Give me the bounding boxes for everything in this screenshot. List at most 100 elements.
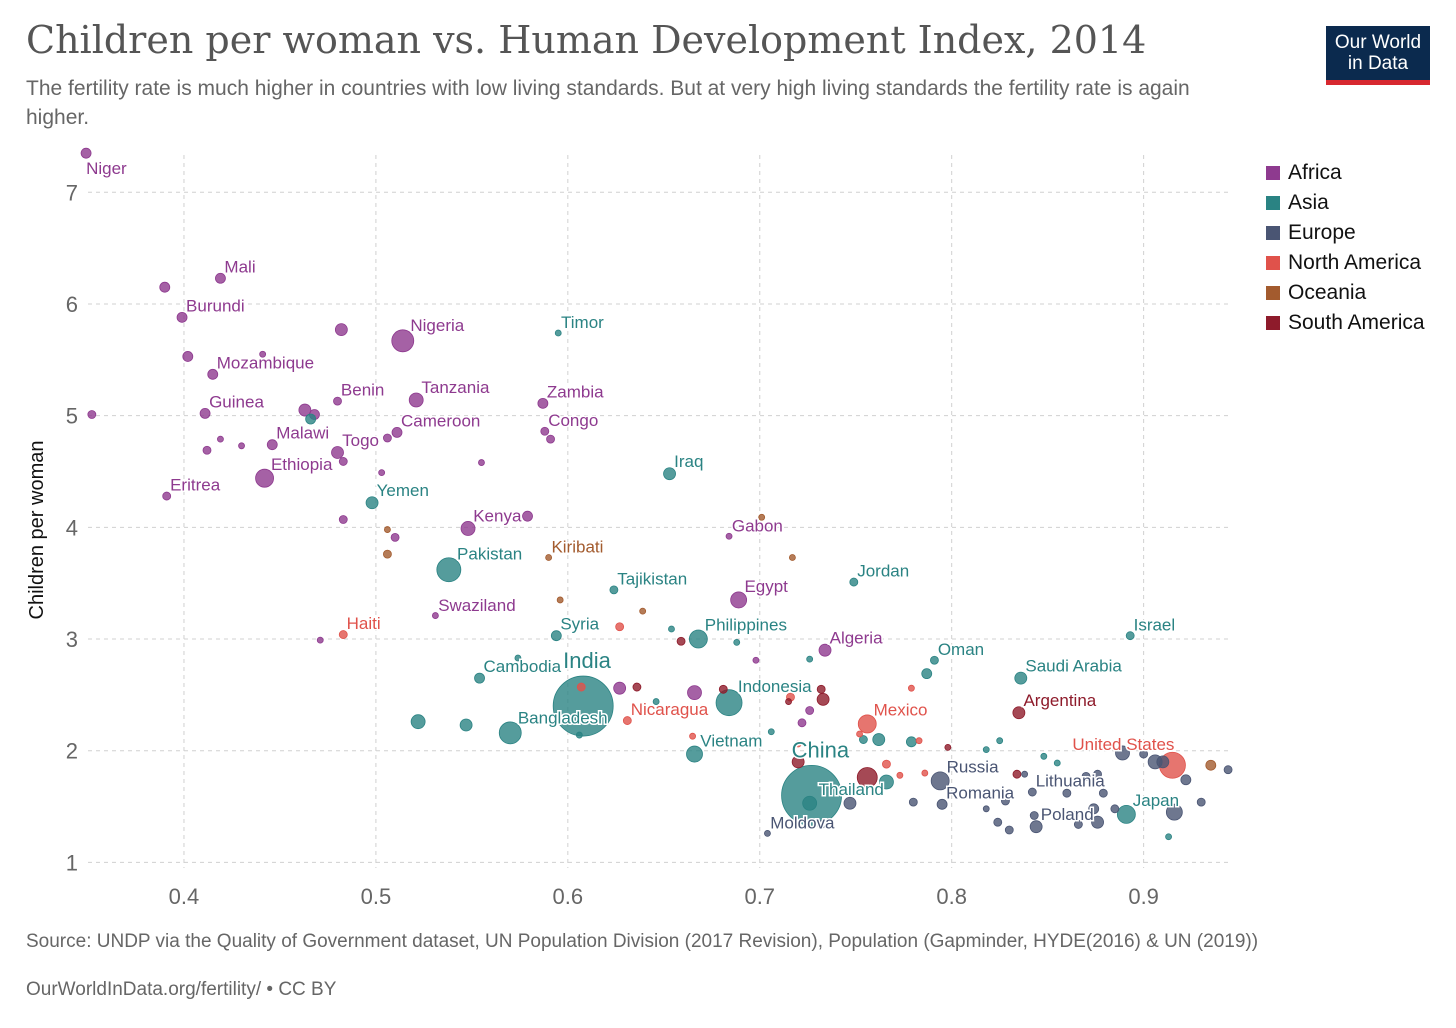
- data-point[interactable]: [546, 434, 555, 444]
- legend-item-south-america[interactable]: South America: [1266, 308, 1425, 338]
- data-point[interactable]: [797, 718, 807, 728]
- data-point-russia[interactable]: [930, 771, 950, 791]
- data-point[interactable]: [1088, 803, 1100, 815]
- data-point-nigeria[interactable]: [391, 329, 415, 353]
- data-point-japan[interactable]: [1116, 804, 1136, 824]
- data-point[interactable]: [316, 636, 324, 644]
- data-point[interactable]: [338, 515, 348, 524]
- data-point[interactable]: [632, 682, 642, 692]
- data-point[interactable]: [982, 805, 990, 813]
- data-point[interactable]: [993, 817, 1003, 827]
- data-point-haiti[interactable]: [338, 630, 348, 639]
- data-point[interactable]: [1053, 759, 1061, 767]
- data-point-nicaragua[interactable]: [622, 716, 632, 725]
- data-point[interactable]: [1073, 820, 1083, 829]
- data-point-jordan[interactable]: [849, 577, 859, 587]
- data-point-syria[interactable]: [550, 630, 562, 642]
- data-point[interactable]: [1070, 811, 1079, 820]
- data-point-iraq[interactable]: [663, 467, 676, 481]
- data-point[interactable]: [305, 413, 317, 425]
- data-point-philippines[interactable]: [688, 629, 708, 649]
- data-point[interactable]: [410, 714, 426, 730]
- data-point[interactable]: [1115, 745, 1130, 761]
- data-point-thailand[interactable]: [802, 795, 818, 811]
- data-point-mozambique[interactable]: [207, 368, 219, 380]
- data-point[interactable]: [575, 731, 583, 739]
- data-point[interactable]: [921, 668, 933, 680]
- data-point[interactable]: [856, 767, 878, 788]
- data-point[interactable]: [908, 797, 918, 807]
- data-point-guinea[interactable]: [199, 408, 211, 419]
- data-point-eritrea[interactable]: [162, 491, 172, 501]
- data-point-indonesia[interactable]: [715, 689, 743, 717]
- data-point-togo[interactable]: [331, 446, 344, 459]
- data-point[interactable]: [615, 622, 625, 632]
- data-point[interactable]: [1180, 774, 1192, 786]
- data-point-china[interactable]: [781, 765, 842, 826]
- data-point-vietnam[interactable]: [686, 745, 703, 763]
- data-point[interactable]: [514, 654, 522, 662]
- data-point[interactable]: [767, 728, 775, 736]
- data-point[interactable]: [996, 737, 1004, 745]
- data-point[interactable]: [1004, 825, 1014, 835]
- data-point[interactable]: [1040, 752, 1048, 760]
- data-point[interactable]: [338, 457, 348, 466]
- data-point[interactable]: [907, 684, 915, 692]
- data-point[interactable]: [816, 820, 826, 829]
- data-point[interactable]: [982, 746, 990, 754]
- data-point[interactable]: [556, 596, 564, 604]
- data-point[interactable]: [217, 435, 224, 443]
- owid-logo[interactable]: Our World in Data: [1326, 26, 1430, 85]
- data-point[interactable]: [805, 706, 815, 715]
- data-point[interactable]: [1091, 815, 1104, 829]
- data-point-benin[interactable]: [333, 396, 342, 406]
- data-point[interactable]: [788, 554, 796, 561]
- data-point[interactable]: [639, 607, 647, 615]
- data-point[interactable]: [896, 771, 904, 779]
- data-point-oman[interactable]: [930, 655, 939, 665]
- data-point-romania[interactable]: [936, 798, 948, 810]
- legend-item-africa[interactable]: Africa: [1266, 158, 1425, 188]
- data-point-algeria[interactable]: [818, 643, 832, 657]
- data-point-bangladesh[interactable]: [498, 721, 522, 745]
- data-point[interactable]: [816, 684, 826, 694]
- data-point[interactable]: [944, 743, 952, 751]
- data-point[interactable]: [390, 532, 400, 542]
- data-point[interactable]: [1012, 769, 1022, 779]
- data-point[interactable]: [383, 549, 392, 559]
- data-point[interactable]: [856, 730, 863, 738]
- data-point[interactable]: [1001, 796, 1010, 806]
- data-point[interactable]: [1139, 749, 1149, 759]
- data-point[interactable]: [1029, 811, 1039, 820]
- data-point-malawi[interactable]: [266, 439, 278, 451]
- data-point-argentina[interactable]: [1012, 706, 1026, 720]
- data-point[interactable]: [87, 410, 97, 419]
- data-point[interactable]: [791, 755, 805, 769]
- data-point[interactable]: [676, 636, 686, 646]
- legend-item-oceania[interactable]: Oceania: [1266, 278, 1425, 308]
- data-point[interactable]: [859, 735, 868, 744]
- data-point[interactable]: [576, 682, 586, 692]
- data-point-mali[interactable]: [215, 272, 226, 284]
- data-point-mexico[interactable]: [857, 714, 877, 734]
- data-point[interactable]: [1205, 759, 1217, 771]
- data-point[interactable]: [652, 698, 660, 705]
- data-point-kiribati[interactable]: [545, 554, 553, 561]
- data-point[interactable]: [182, 351, 194, 362]
- data-point[interactable]: [334, 323, 348, 337]
- data-point-india[interactable]: [552, 675, 614, 737]
- data-point[interactable]: [383, 433, 392, 443]
- data-point[interactable]: [689, 732, 696, 740]
- data-point[interactable]: [872, 733, 886, 746]
- data-point[interactable]: [1093, 769, 1102, 779]
- data-point-swaziland[interactable]: [431, 612, 439, 619]
- data-point[interactable]: [378, 469, 386, 477]
- data-point[interactable]: [758, 513, 766, 521]
- data-point-ethiopia[interactable]: [255, 468, 274, 488]
- data-point[interactable]: [1165, 833, 1172, 841]
- data-point-tajikistan[interactable]: [609, 585, 619, 595]
- legend-item-europe[interactable]: Europe: [1266, 218, 1425, 248]
- data-point-burundi[interactable]: [176, 311, 188, 323]
- data-point[interactable]: [785, 698, 792, 705]
- data-point[interactable]: [478, 459, 485, 466]
